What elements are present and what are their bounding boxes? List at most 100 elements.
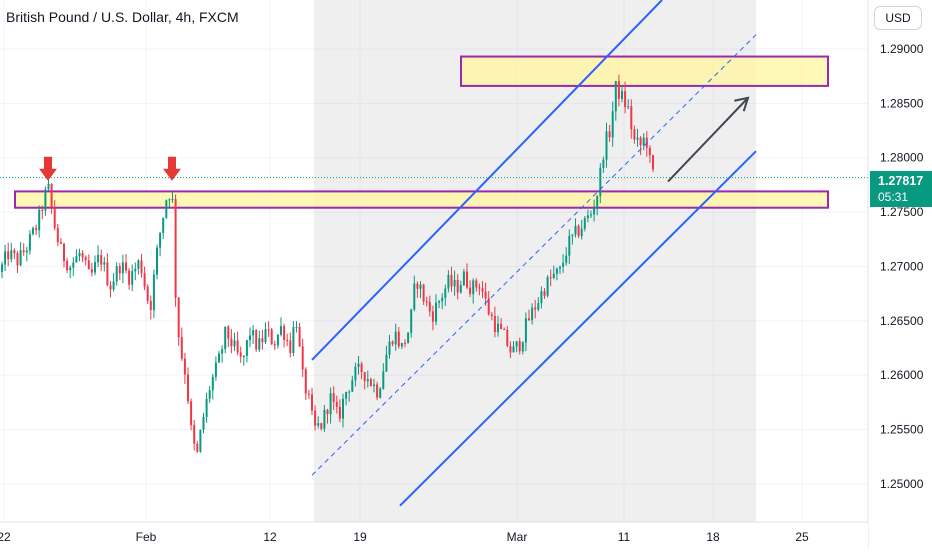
x-tick-label: 22 [0,530,11,544]
bar-countdown: 05:31 [878,190,909,204]
projection-arrow-head [734,96,750,112]
candle-body [304,369,307,394]
candle-body [81,253,84,258]
candle-body [472,280,475,295]
candle-body [286,339,289,341]
candle-body [301,346,304,370]
candle-body [642,137,645,146]
candle-body [25,250,28,253]
candle-body [379,388,382,398]
candle-body [586,215,589,219]
currency-button[interactable]: USD [874,6,922,30]
candle-body [397,331,400,347]
candle-body [462,271,465,286]
candle-body [459,285,462,293]
candle-body [267,329,270,331]
candle-body [342,398,344,419]
candle-body [134,268,137,272]
candle-body [549,277,552,279]
candle-body [400,343,403,347]
candle-body [230,338,233,347]
candle-body [503,328,506,330]
candle-body [174,199,177,298]
y-tick-label: 1.29000 [880,42,924,56]
candle-body [497,323,499,333]
x-tick-label: 12 [263,530,277,544]
candle-body [90,269,93,273]
candle-body [410,309,413,333]
candle-body [311,394,313,411]
candle-body [177,297,180,338]
candle-body [354,366,357,381]
candle-body [369,379,372,386]
candles [1,74,654,453]
chart-title: British Pound / U.S. Dollar, 4h, FXCM [6,9,239,25]
candle-body [428,301,431,312]
candle-body [382,371,385,389]
candle-body [602,159,605,168]
candle-body [338,407,341,419]
candle-body [633,129,636,140]
time-axis-panel [0,523,868,550]
candle-body [490,314,493,316]
candle-body [555,268,558,274]
candle-body [366,379,369,382]
candle-body [419,284,422,289]
candle-body [236,340,239,353]
candle-body [614,81,617,112]
candle-body [546,277,549,296]
candle-body [159,233,162,248]
candle-body [559,266,561,269]
candle-body [518,341,521,352]
candle-body [552,273,555,278]
candle-body [484,291,487,299]
candle-body [363,372,366,382]
candle-body [450,274,453,287]
candle-body [115,266,118,282]
candle-body [258,338,261,350]
parallel-channel[interactable] [311,0,757,507]
candle-body [168,199,171,201]
grid [0,0,868,522]
candle-body [221,349,224,354]
candle-body [394,331,397,345]
candle-body [630,106,633,130]
candle-body [193,425,196,444]
candle-body [435,302,437,322]
support-zone [14,190,829,209]
candle-body [165,200,168,218]
candle-body [242,355,245,357]
candle-body [63,243,65,261]
candle-body [481,288,484,292]
candle-body [146,286,149,301]
candle-body [180,337,183,359]
candle-body [261,338,264,343]
candle-body [66,260,69,271]
candle-body [326,409,329,415]
candle-body [112,281,115,290]
candle-body [431,311,434,322]
candle-body [605,131,608,160]
candle-body [202,417,205,430]
candle-body [332,393,335,402]
candle-body [317,423,320,426]
x-tick-label: Feb [136,530,157,544]
candle-body [13,250,16,254]
candle-body [224,326,227,350]
candle-body [22,250,25,253]
candle-body [391,341,394,345]
candle-body [227,326,230,339]
y-tick-label: 1.26500 [880,314,924,328]
candle-body [16,253,19,266]
x-tick-label: Mar [507,530,528,544]
candle-body [69,267,72,271]
y-tick-label: 1.28500 [880,96,924,110]
resistance-zone [460,55,829,87]
candle-body [565,255,568,263]
candle-body [205,398,208,418]
candle-body [335,401,338,408]
candle-body [171,199,174,201]
